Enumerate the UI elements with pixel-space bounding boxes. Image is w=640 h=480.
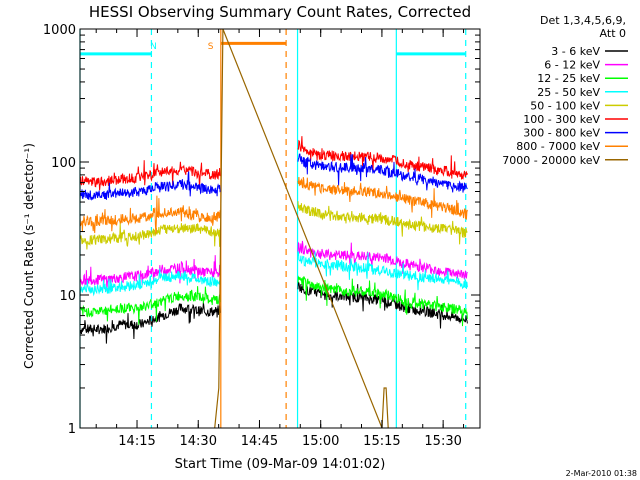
legend-label-8: 7000 - 20000 keV (502, 154, 600, 167)
series-line-8 (214, 28, 389, 429)
legend-title-line-1: Det 1,3,4,5,6,9, (540, 14, 626, 27)
series-line-7-seg-0 (79, 195, 221, 234)
axes: 1 10 100 1000 14:15 14:30 14:45 15:00 15:15 15:30 (43, 23, 481, 449)
legend-label-7: 800 - 7000 keV (516, 140, 600, 153)
series-line-1-seg-0 (79, 255, 221, 292)
legend-label-2: 12 - 25 keV (537, 72, 600, 85)
legend-label-6: 300 - 800 keV (523, 127, 600, 140)
y-axis-label: Corrected Count Rate (s⁻¹ detector⁻¹) (22, 143, 36, 369)
series-line-6-seg-0 (79, 171, 221, 201)
series-line-1-seg-1 (297, 240, 468, 280)
legend-label-1: 6 - 12 keV (544, 59, 600, 72)
series-line-6-seg-1 (297, 153, 468, 193)
legend-label-5: 100 - 300 keV (523, 113, 600, 126)
annotation-s: S (208, 42, 214, 52)
x-tick-label: 15:15 (363, 434, 400, 449)
y-tick-label: 1000 (43, 23, 76, 38)
x-tick-label: 15:30 (424, 434, 461, 449)
x-tick-label: 14:30 (180, 434, 217, 449)
y-tick-label: 10 (59, 289, 76, 304)
x-tick-label: 14:15 (118, 434, 155, 449)
annotation-n: N (150, 42, 157, 52)
series-line-3-seg-0 (79, 268, 221, 297)
x-tick-label: 14:45 (241, 434, 278, 449)
legend-label-4: 50 - 100 keV (530, 99, 600, 112)
x-tick-label: 15:00 (302, 434, 339, 449)
series-line-5-seg-0 (79, 160, 221, 191)
series-line-7-seg-1 (297, 176, 468, 220)
series-line-2-seg-1 (297, 275, 468, 327)
series-line-4-seg-1 (297, 201, 468, 245)
legend-label-0: 3 - 6 keV (551, 45, 600, 58)
footer-date: 2-Mar-2010 01:38 (566, 469, 637, 478)
y-axis-label-text: Corrected Count Rate (s⁻¹ detector⁻¹) (22, 143, 36, 369)
x-axis-label: Start Time (09-Mar-09 14:01:02) (175, 457, 386, 472)
y-tick-label: 100 (51, 156, 76, 171)
series-line-5-seg-1 (297, 136, 468, 180)
legend-label-3: 25 - 50 keV (537, 86, 600, 99)
series-line-4-seg-0 (79, 222, 221, 250)
y-tick-label: 1 (68, 422, 76, 437)
chart-title: HESSI Observing Summary Count Rates, Cor… (89, 3, 471, 21)
legend-title-line-2: Att 0 (600, 27, 626, 40)
series-line-2-seg-0 (79, 286, 221, 325)
series-line-0-seg-0 (79, 302, 221, 344)
series-line-3-seg-1 (297, 251, 468, 291)
